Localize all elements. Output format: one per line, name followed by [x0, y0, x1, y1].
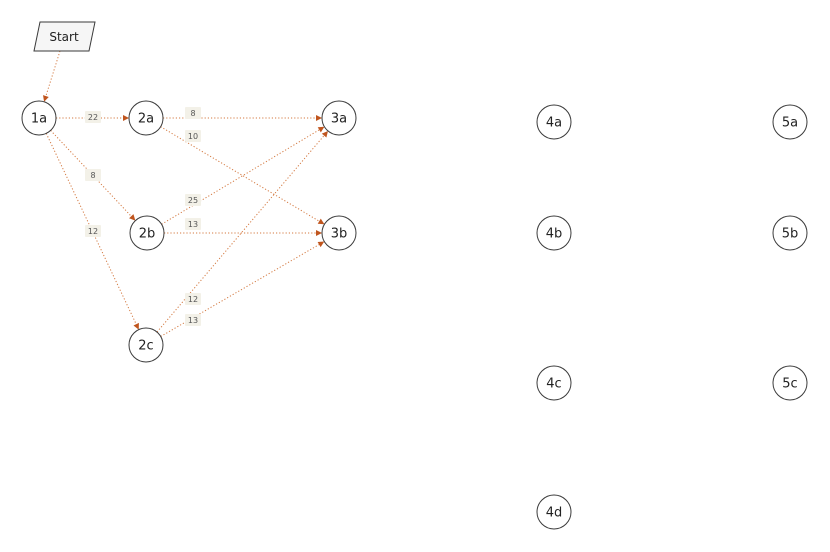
arrowhead	[316, 115, 322, 121]
weight-label: 25	[188, 196, 198, 205]
node-label: 2c	[138, 339, 153, 354]
node-circle	[536, 104, 572, 140]
node-label: 4b	[546, 227, 563, 242]
edge-weight-1a-2a: 22	[85, 111, 101, 123]
edge-line	[160, 126, 322, 223]
weight-label: 10	[188, 132, 198, 141]
node-4b[interactable]: 4b	[536, 215, 572, 251]
edge-1a-2a[interactable]	[56, 115, 129, 121]
arrowhead	[123, 115, 129, 121]
weight-label: 8	[90, 171, 95, 180]
weight-badge	[185, 107, 201, 119]
node-circle	[772, 215, 808, 251]
weight-badge	[85, 225, 101, 237]
start-label: Start	[49, 30, 79, 44]
node-5b[interactable]: 5b	[772, 215, 808, 251]
arrowhead	[129, 214, 136, 221]
edge-weight-2a-3b: 10	[185, 130, 201, 142]
arrowhead	[133, 322, 139, 330]
node-label: 5c	[782, 377, 797, 392]
node-circle	[129, 215, 165, 251]
edge-weight-1a-2b: 8	[85, 169, 101, 181]
node-label: 2a	[138, 112, 154, 127]
node-label: 5a	[782, 116, 798, 131]
weight-label: 12	[188, 295, 198, 304]
start-node[interactable]: Start	[33, 21, 96, 52]
weight-label: 12	[88, 227, 98, 236]
node-circle	[536, 215, 572, 251]
edge-weight-1a-2c: 12	[85, 225, 101, 237]
arrowhead	[317, 241, 325, 248]
arrowhead	[317, 126, 325, 133]
node-label: 4d	[546, 506, 563, 521]
weight-badge	[185, 314, 201, 326]
edge-weight-2b-3b: 13	[185, 218, 201, 230]
edge-weight-2b-3a: 25	[185, 194, 201, 206]
node-label: 5b	[782, 227, 799, 242]
edge-line	[161, 128, 322, 225]
weight-badge	[185, 130, 201, 142]
weight-badge	[85, 169, 101, 181]
node-3b[interactable]: 3b	[321, 215, 357, 251]
node-3a[interactable]: 3a	[321, 100, 357, 136]
node-2c[interactable]: 2c	[128, 327, 164, 363]
edge-2c-3a[interactable]	[156, 130, 328, 333]
weight-label: 22	[88, 113, 98, 122]
node-label: 4c	[546, 377, 561, 392]
edge-line	[44, 50, 61, 99]
node-circle	[128, 327, 164, 363]
edge-line	[50, 130, 133, 219]
node-2b[interactable]: 2b	[129, 215, 165, 251]
edge-start-1a[interactable]	[43, 50, 61, 102]
node-5c[interactable]: 5c	[772, 365, 808, 401]
node-circle	[536, 365, 572, 401]
node-label: 3a	[331, 112, 347, 127]
weight-badge	[185, 293, 201, 305]
node-circle	[21, 100, 57, 136]
nodes-layer: Start 1a 2a 2b 2c 3a 3b 4a 4b 4c 4d 5a 5b 5c	[21, 21, 808, 530]
node-4d[interactable]: 4d	[536, 494, 572, 530]
arrowhead	[43, 95, 49, 102]
node-label: 2b	[139, 227, 156, 242]
arrowhead	[317, 218, 325, 225]
arrowhead	[321, 130, 328, 138]
edge-2a-3b[interactable]	[160, 126, 325, 225]
weights-layer: 22 8 12 8 10 25 13 12 13	[85, 107, 201, 326]
weight-label: 8	[190, 109, 195, 118]
node-label: 4a	[546, 116, 562, 131]
node-circle	[128, 100, 164, 136]
node-circle	[772, 104, 808, 140]
node-1a[interactable]: 1a	[21, 100, 57, 136]
edge-2c-3b[interactable]	[160, 241, 325, 337]
edge-weight-2c-3a: 12	[185, 293, 201, 305]
edge-1a-2b[interactable]	[50, 130, 136, 221]
weight-badge	[185, 194, 201, 206]
node-circle	[772, 365, 808, 401]
node-5a[interactable]: 5a	[772, 104, 808, 140]
edge-weight-2c-3b: 13	[185, 314, 201, 326]
weight-label: 13	[188, 316, 198, 325]
node-2a[interactable]: 2a	[128, 100, 164, 136]
node-circle	[536, 494, 572, 530]
node-4a[interactable]: 4a	[536, 104, 572, 140]
edge-weight-2a-3a: 8	[185, 107, 201, 119]
edge-2b-3b[interactable]	[164, 230, 322, 236]
edge-line	[160, 243, 322, 337]
node-circle	[321, 100, 357, 136]
node-label: 3b	[331, 227, 348, 242]
weight-badge	[85, 111, 101, 123]
node-circle	[321, 215, 357, 251]
weight-badge	[185, 218, 201, 230]
node-label: 1a	[31, 112, 47, 127]
node-4c[interactable]: 4c	[536, 365, 572, 401]
edge-2b-3a[interactable]	[161, 126, 325, 225]
weight-label: 13	[188, 220, 198, 229]
arrowhead	[316, 230, 322, 236]
